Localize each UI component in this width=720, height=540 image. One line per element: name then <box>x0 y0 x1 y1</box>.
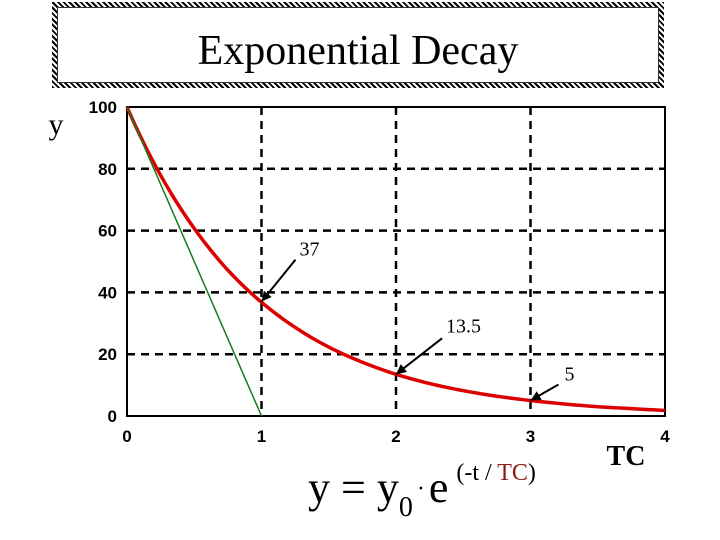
y-tick-label: 0 <box>108 407 117 426</box>
x-tick-label: 4 <box>660 427 670 446</box>
x-tick-label: 3 <box>526 427 535 446</box>
formula-exp-tc: TC <box>497 460 528 486</box>
y-tick-label: 20 <box>98 345 117 364</box>
formula-base: e <box>428 463 449 512</box>
y-tick-label: 100 <box>89 98 117 117</box>
annotation-label: 5 <box>565 364 575 386</box>
formula-exp-open: (-t / <box>456 460 498 486</box>
annotation-arrowhead <box>530 391 542 401</box>
formula-dot: · <box>416 476 425 502</box>
title-box: Exponential Decay <box>52 2 664 88</box>
x-tick-label: 2 <box>391 427 400 446</box>
y-tick-label: 60 <box>98 222 117 241</box>
formula-exp-close: ) <box>527 460 536 486</box>
gridlines <box>127 107 665 416</box>
y-tick-label: 80 <box>98 160 117 179</box>
tangent-line <box>126 106 263 417</box>
title-border <box>57 7 659 83</box>
x-tick-label: 0 <box>122 427 131 446</box>
annotation-label: 13.5 <box>446 315 481 337</box>
decay-formula: y = y0·e (-t / TC) <box>308 460 536 523</box>
annotation-label: 37 <box>300 239 320 261</box>
chart-title: Exponential Decay <box>197 28 519 74</box>
y-axis-label: y <box>49 108 64 141</box>
formula-lhs: y = y <box>308 463 399 512</box>
annotations: 37 13.5 5 <box>260 239 575 402</box>
formula-subscript: 0 <box>398 492 413 523</box>
annotation-arrowhead <box>396 364 407 375</box>
x-tick-label: 1 <box>257 427 266 446</box>
y-tick-label: 40 <box>98 283 117 302</box>
x-axis-label: TC <box>607 441 646 472</box>
annotation-arrowhead <box>261 290 272 302</box>
formula-exponent: (-t / TC) <box>456 460 536 486</box>
